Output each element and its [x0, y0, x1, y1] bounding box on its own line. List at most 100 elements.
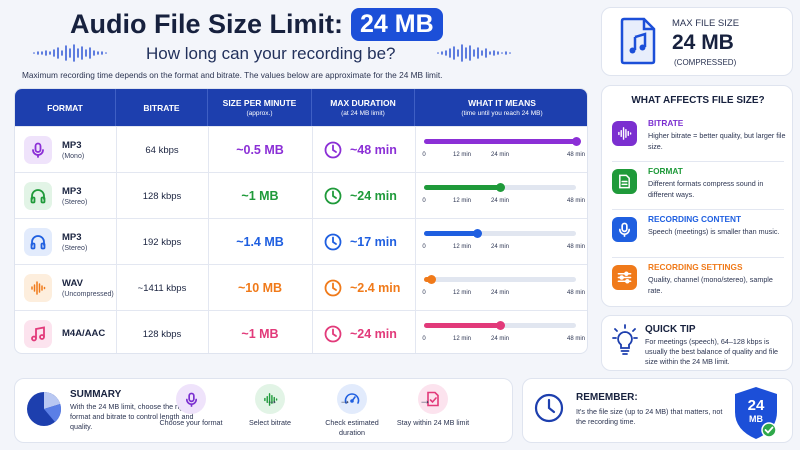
bar-knob	[571, 137, 581, 146]
affect-icon-tile	[612, 121, 637, 146]
clock-icon	[534, 393, 564, 423]
headphones-icon	[30, 235, 46, 250]
format-cell: WAV (Uncompressed)	[15, 265, 116, 311]
badge-unit: MB	[749, 414, 763, 424]
bar-tick-label: 24 min	[490, 198, 510, 204]
max-size-note: (COMPRESSED)	[674, 58, 737, 67]
arrow-right-icon: →	[419, 393, 431, 407]
max-size-label: MAX FILE SIZE	[672, 18, 740, 29]
bar-knob	[495, 321, 505, 330]
bar-tick-label: 24 min	[490, 290, 510, 296]
clock-icon	[324, 279, 342, 297]
format-icon-tile	[24, 228, 52, 256]
waveform-right-icon	[437, 44, 511, 62]
affect-desc: Speech (meetings) is smaller than music.	[648, 227, 780, 236]
bar-tick-label: 12 min	[452, 152, 472, 158]
affect-icon-tile	[612, 169, 637, 194]
max-duration-value: ~17 min	[350, 235, 397, 249]
max-duration-value: ~24 min	[350, 327, 397, 341]
format-variant: (Stereo)	[62, 245, 88, 252]
clock-icon	[324, 325, 342, 343]
affect-title: RECORDING CONTENT	[648, 214, 742, 224]
microphone-icon	[185, 392, 197, 407]
format-name: MP3	[62, 140, 82, 151]
summary-text: With the 24 MB limit, choose the right f…	[70, 402, 194, 431]
format-icon-tile	[24, 182, 52, 210]
header-means: WHAT IT MEANS (time until you reach 24 MB…	[461, 98, 543, 117]
bar-tick-label: 12 min	[452, 244, 472, 250]
clock-icon	[324, 141, 342, 159]
bar-tick-label: 0	[422, 198, 426, 204]
affect-desc: Different formats compress sound in diff…	[648, 179, 764, 199]
max-duration-cell: ~48 min	[312, 127, 415, 173]
header-duration: MAX DURATION (at 24 MB limit)	[312, 89, 415, 126]
bar-tick-label: 48 min	[566, 152, 586, 158]
bar-knob	[427, 275, 437, 284]
bar-tick-label: 0	[422, 152, 426, 158]
bar-tick-label: 48 min	[566, 198, 586, 204]
affect-item: RECORDING CONTENT Speech (meetings) is s…	[612, 214, 792, 264]
remember-title: REMEMBER:	[576, 392, 638, 403]
step-label: Stay within 24 MB limit	[396, 418, 470, 427]
microphone-icon	[32, 142, 44, 158]
format-icon-tile	[24, 136, 52, 164]
what-affects-card: WHAT AFFECTS FILE SIZE? BITRATE Higher b…	[601, 85, 793, 307]
bar-track	[424, 231, 576, 236]
max-duration-value: ~24 min	[350, 189, 397, 203]
divider	[612, 161, 784, 162]
clock-icon	[324, 233, 342, 251]
remember-text: It's the file size (up to 24 MB) that ma…	[576, 407, 723, 426]
bar-tick-label: 24 min	[490, 244, 510, 250]
size-per-minute-cell: ~10 MB	[237, 281, 283, 295]
bar-knob	[473, 229, 483, 238]
format-cell: M4A/AAC	[15, 311, 116, 353]
summary-step: Choose your format	[151, 384, 231, 428]
affect-desc: Higher bitrate = better quality, but lar…	[648, 131, 786, 151]
bar-track	[424, 277, 576, 282]
bar-tick-label: 48 min	[566, 336, 586, 342]
format-cell: MP3 (Mono)	[15, 127, 116, 173]
arrow-right-icon: →	[339, 393, 351, 407]
size-per-minute-cell: ~0.5 MB	[236, 143, 284, 157]
gauge-icon	[344, 393, 360, 404]
format-cell: MP3 (Stereo)	[15, 173, 116, 219]
max-duration-value: ~48 min	[350, 143, 397, 157]
audio-file-icon	[620, 17, 656, 65]
format-cell: MP3 (Stereo)	[15, 219, 116, 265]
shield-icon	[735, 387, 777, 439]
title-text: Audio File Size Limit:	[70, 9, 344, 39]
music-note-icon	[31, 326, 45, 342]
table-row: M4A/AAC 128 kbps ~1 MB ~24 min 0 12 min 24…	[15, 310, 587, 353]
summary-title: SUMMARY	[70, 389, 122, 400]
size-per-minute-cell: ~1 MB	[241, 327, 279, 341]
bitrate-cell: 128 kbps	[142, 190, 182, 202]
shield-badge: 24 MB	[731, 385, 781, 441]
table-row: MP3 (Stereo) 192 kbps ~1.4 MB ~17 min 0 12…	[15, 218, 587, 265]
waveform-icon	[31, 281, 46, 295]
format-name: WAV	[62, 278, 83, 289]
quick-tip-title: QUICK TIP	[645, 324, 696, 335]
bar-tick-label: 12 min	[452, 290, 472, 296]
quick-tip-card: QUICK TIP For meetings (speech), 64–128 …	[601, 315, 793, 371]
waveform-icon	[263, 392, 277, 406]
bar-fill	[424, 323, 500, 328]
summary-step: Check estimated duration	[312, 384, 392, 438]
quick-tip-text: For meetings (speech), 64–128 kbps is us…	[645, 337, 779, 366]
bitrate-cell: 64 kbps	[145, 144, 179, 156]
pie-chart-icon	[27, 392, 61, 426]
affect-title: FORMAT	[648, 166, 683, 176]
format-icon-tile	[24, 274, 52, 302]
document-icon	[619, 174, 630, 189]
bar-tick-label: 48 min	[566, 244, 586, 250]
format-variant: (Mono)	[62, 153, 85, 160]
bar-knob	[495, 183, 505, 192]
format-icon-tile	[24, 320, 52, 348]
table-row: MP3 (Mono) 64 kbps ~0.5 MB ~48 min 0 12 mi…	[15, 126, 587, 173]
max-duration-value: ~2.4 min	[350, 281, 401, 295]
max-duration-cell: ~24 min	[312, 173, 415, 219]
max-size-value: 24 MB	[672, 31, 734, 54]
header-format: FORMAT	[15, 89, 116, 126]
bar-tick-label: 0	[422, 336, 426, 342]
affect-icon-tile	[612, 217, 637, 242]
bar-fill	[424, 139, 576, 144]
